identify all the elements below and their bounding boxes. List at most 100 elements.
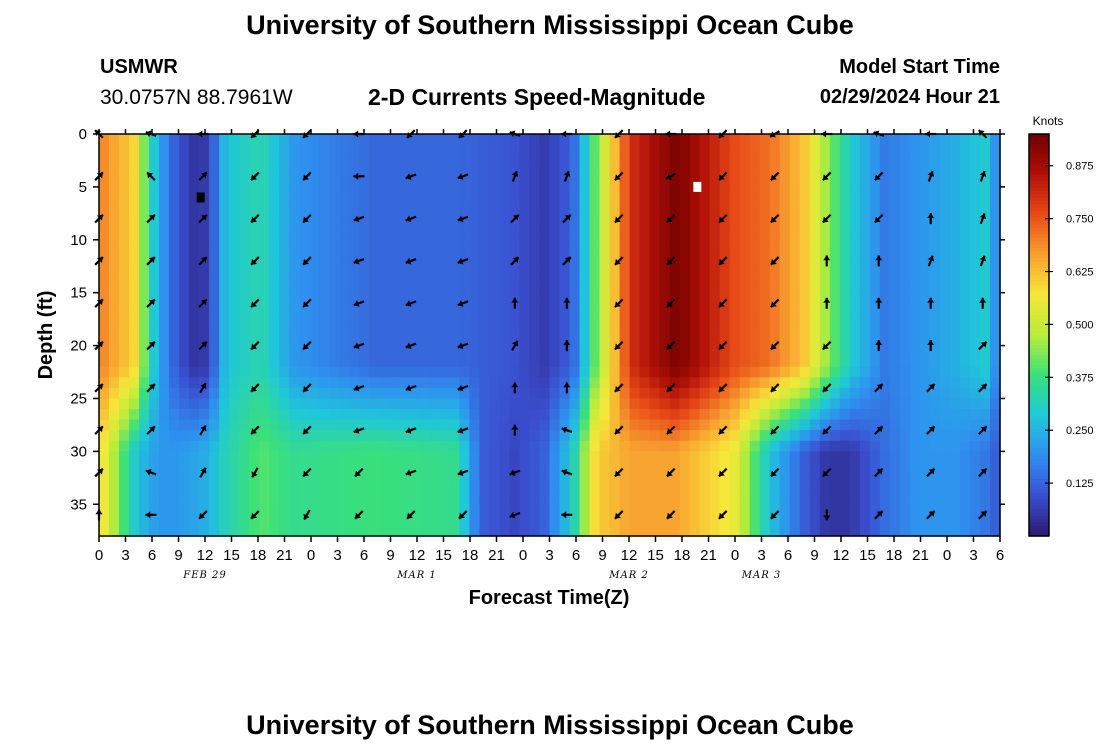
heatmap-cell xyxy=(379,155,390,167)
heatmap-cell xyxy=(609,271,621,283)
vector-head xyxy=(822,174,829,181)
heatmap-cell xyxy=(599,387,611,400)
heatmap-cell xyxy=(299,176,310,188)
heatmap-cell xyxy=(689,387,701,400)
heatmap-cell xyxy=(389,387,400,400)
heatmap-cell xyxy=(919,504,931,516)
heatmap-cell xyxy=(909,398,921,410)
heatmap-cell xyxy=(379,271,390,283)
heatmap-cell xyxy=(739,208,751,220)
heatmap-cell xyxy=(149,335,160,347)
heatmap-cell xyxy=(879,387,891,400)
heatmap-cell xyxy=(609,260,621,273)
heatmap-cell xyxy=(769,504,781,516)
heatmap-cell xyxy=(849,324,861,336)
heatmap-cell xyxy=(989,250,1001,262)
heatmap-cell xyxy=(229,409,240,421)
heatmap-cell xyxy=(289,239,300,251)
heatmap-cell xyxy=(989,303,1001,315)
heatmap-cell xyxy=(259,345,270,357)
heatmap-cell xyxy=(789,197,801,209)
heatmap-cell xyxy=(609,324,621,336)
colorbar-cell xyxy=(1029,244,1049,249)
heatmap-cell xyxy=(749,303,761,315)
heatmap-cell xyxy=(489,229,501,241)
heatmap-cell xyxy=(319,461,330,474)
heatmap-cell xyxy=(589,345,601,357)
heatmap-cell xyxy=(209,398,220,410)
heatmap-cell xyxy=(949,176,961,188)
heatmap-cell xyxy=(619,313,631,326)
heatmap-cell xyxy=(559,440,571,452)
vector-head xyxy=(563,382,571,388)
heatmap-cell xyxy=(579,387,591,400)
heatmap-cell xyxy=(579,419,591,431)
heatmap-cell xyxy=(389,356,400,368)
heatmap-cell xyxy=(529,493,541,505)
heatmap-cell xyxy=(609,197,621,209)
heatmap-cell xyxy=(659,176,671,188)
current-vector xyxy=(927,255,935,267)
heatmap-cell xyxy=(339,197,350,209)
heatmap-cell xyxy=(109,313,120,326)
heatmap-cell xyxy=(99,398,110,410)
heatmap-cell xyxy=(189,292,200,304)
heatmap-cell xyxy=(819,239,831,251)
heatmap-cell xyxy=(849,155,861,167)
heatmap-cell xyxy=(549,165,561,177)
heatmap-cell xyxy=(209,525,220,537)
heatmap-cell xyxy=(199,303,210,315)
colorbar-cell xyxy=(1029,294,1049,299)
colorbar-cell xyxy=(1029,385,1049,390)
heatmap-cell xyxy=(969,440,981,452)
heatmap-cell xyxy=(99,377,110,389)
current-vector xyxy=(874,467,884,478)
colorbar-cell xyxy=(1029,237,1049,242)
heatmap-cell xyxy=(599,366,611,378)
heatmap-cell xyxy=(599,356,611,368)
heatmap-cell xyxy=(739,472,751,484)
heatmap-cell xyxy=(169,430,180,442)
heatmap-cell xyxy=(459,366,471,378)
heatmap-cell xyxy=(449,345,460,357)
heatmap-cell xyxy=(229,525,240,537)
vector-head xyxy=(145,511,151,519)
heatmap-cell xyxy=(409,155,420,167)
vector-head xyxy=(770,512,777,519)
vector-head xyxy=(666,301,673,308)
heatmap-cell xyxy=(339,335,350,347)
current-vector xyxy=(251,467,259,478)
heatmap-cell xyxy=(569,208,581,220)
heatmap-cell xyxy=(849,292,861,304)
heatmap-cell xyxy=(789,483,801,495)
heatmap-cell xyxy=(879,440,891,452)
vector-head xyxy=(405,173,412,180)
heatmap-cell xyxy=(919,356,931,368)
heatmap-cell xyxy=(469,208,481,220)
heatmap-cell xyxy=(549,504,561,516)
heatmap-cell xyxy=(269,493,280,505)
heatmap-cell xyxy=(889,345,901,357)
heatmap-cell xyxy=(369,197,380,209)
heatmap-cell xyxy=(139,282,150,294)
heatmap-cell xyxy=(819,292,831,304)
heatmap-cell xyxy=(619,472,631,484)
vector-head xyxy=(199,512,205,519)
heatmap-cell xyxy=(689,335,701,347)
colorbar-cell xyxy=(1029,361,1049,366)
heatmap-cell xyxy=(719,260,731,273)
colorbar-cell xyxy=(1029,341,1049,346)
heatmap-cell xyxy=(339,260,350,273)
heatmap-cell xyxy=(529,483,541,495)
heatmap-cell xyxy=(129,525,140,537)
heatmap-cell xyxy=(799,292,811,304)
heatmap-cell xyxy=(469,134,481,146)
heatmap-cell xyxy=(919,250,931,262)
vector-head xyxy=(251,301,257,308)
heatmap-cell xyxy=(849,514,861,527)
heatmap-cell xyxy=(139,356,150,368)
colorbar-cell xyxy=(1029,422,1049,427)
heatmap-cell xyxy=(919,345,931,357)
heatmap-cell xyxy=(509,271,521,283)
heatmap-cell xyxy=(499,260,511,273)
